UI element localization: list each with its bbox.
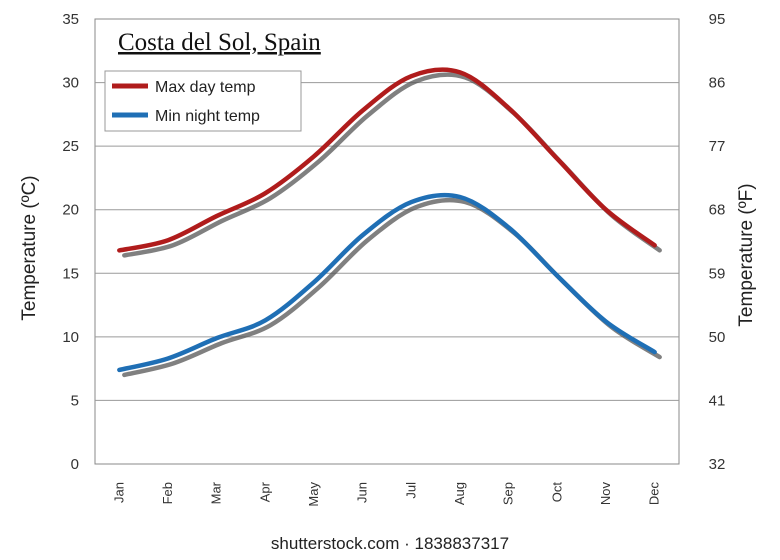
- legend-label-min: Min night temp: [155, 108, 260, 125]
- y-tick-label: 20: [62, 202, 79, 219]
- y-tick-label: 0: [71, 456, 79, 473]
- x-tick-label: Oct: [549, 482, 564, 503]
- series-lines: [117, 67, 662, 378]
- legend-label-max: Max day temp: [155, 79, 256, 96]
- series-line-1: [117, 192, 657, 373]
- y2-tick-label: 86: [709, 75, 726, 92]
- y2-tick-label: 77: [709, 138, 726, 155]
- y-axis-title: Temperature (ºC): [19, 175, 40, 320]
- y2-tick-label: 59: [709, 265, 726, 282]
- y2-axis-title: Temperature (ºF): [736, 183, 757, 326]
- legend: Max day temp Min night temp: [104, 70, 302, 132]
- x-tick-label: Sep: [501, 482, 516, 505]
- legend-box: [104, 70, 302, 132]
- x-tick-label: Apr: [257, 481, 272, 502]
- chart-title: Costa del Sol, Spain: [118, 29, 321, 56]
- y-tick-label: 35: [62, 11, 79, 28]
- x-tick-label: May: [306, 482, 321, 507]
- series-line-0: [117, 67, 657, 253]
- y-tick-label: 10: [62, 329, 79, 346]
- y-tick-label: 25: [62, 138, 79, 155]
- x-tick-label: Jul: [403, 482, 418, 499]
- y-tick-labels: 0 5 10 15 20 25 30 35: [62, 11, 79, 473]
- x-tick-label: Nov: [598, 482, 613, 506]
- y2-tick-label: 32: [709, 456, 726, 473]
- y2-tick-label: 50: [709, 329, 726, 346]
- gridlines: [95, 82, 679, 401]
- x-tick-label: Jun: [355, 482, 370, 503]
- y-tick-label: 5: [71, 392, 79, 409]
- watermark: shutterstock.com · 1838837317: [271, 534, 509, 553]
- y2-tick-label: 68: [709, 202, 726, 219]
- y2-tick-labels: 32 41 50 59 68 77 86 95: [709, 11, 726, 473]
- x-tick-label: Aug: [452, 482, 467, 505]
- x-tick-label: Dec: [647, 482, 662, 506]
- y2-tick-label: 41: [709, 392, 726, 409]
- y-tick-label: 30: [62, 75, 79, 92]
- x-tick-label: Mar: [209, 481, 224, 504]
- x-tick-labels: Jan Feb Mar Apr May Jun Jul Aug Sep Oct Nov Dec: [111, 481, 661, 506]
- y-tick-label: 15: [62, 265, 79, 282]
- x-tick-label: Jan: [111, 482, 126, 503]
- y2-tick-label: 95: [709, 11, 726, 28]
- x-tick-label: Feb: [160, 482, 175, 504]
